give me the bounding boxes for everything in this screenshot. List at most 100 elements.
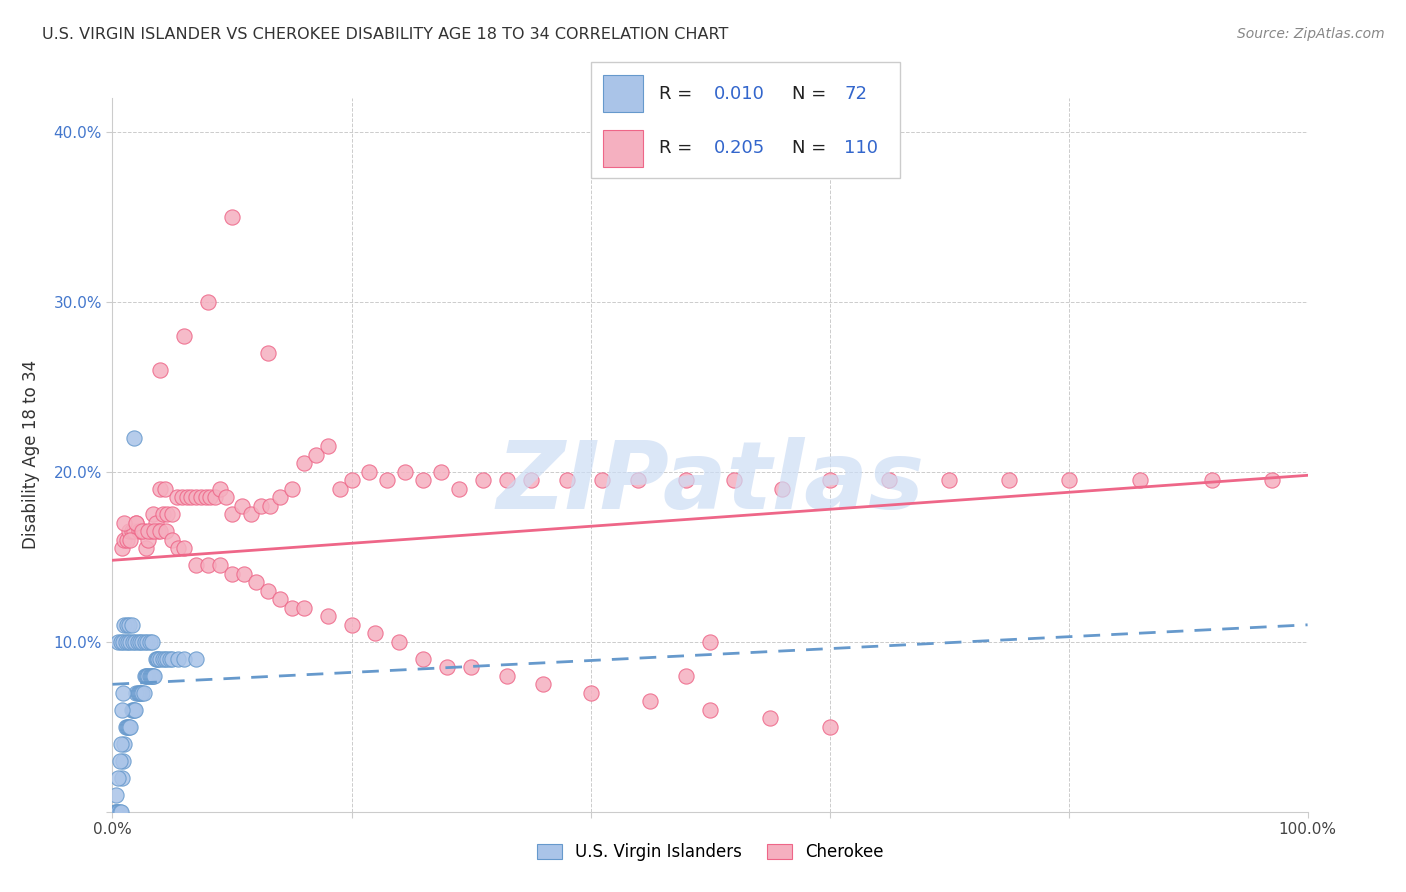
Point xyxy=(112,686,135,700)
Point xyxy=(121,617,143,632)
Point xyxy=(114,635,136,649)
FancyBboxPatch shape xyxy=(591,62,900,178)
Text: 110: 110 xyxy=(844,139,879,157)
Point xyxy=(132,524,155,539)
Point xyxy=(675,474,697,488)
Point xyxy=(281,600,304,615)
Point xyxy=(121,703,143,717)
Point xyxy=(114,516,135,530)
Point xyxy=(114,617,135,632)
Point xyxy=(194,491,217,505)
Point xyxy=(938,474,960,488)
Point xyxy=(146,524,169,539)
Point xyxy=(520,474,543,488)
Point xyxy=(156,508,179,522)
Point xyxy=(111,703,134,717)
Point xyxy=(127,635,149,649)
Text: R =: R = xyxy=(658,139,692,157)
Point xyxy=(110,737,132,751)
Point xyxy=(162,652,183,666)
Point xyxy=(138,669,160,683)
Point xyxy=(460,660,482,674)
Point xyxy=(135,669,157,683)
Point xyxy=(122,524,145,539)
Point xyxy=(166,491,188,505)
Point xyxy=(818,720,841,734)
Point xyxy=(114,720,136,734)
Point xyxy=(131,524,153,539)
Point xyxy=(998,474,1021,488)
Point xyxy=(104,805,127,819)
Point xyxy=(125,686,148,700)
Point xyxy=(447,482,470,496)
Text: R =: R = xyxy=(658,85,692,103)
Point xyxy=(1261,474,1284,488)
Point xyxy=(136,635,159,649)
Point xyxy=(221,210,243,224)
Point xyxy=(149,652,172,666)
Point xyxy=(139,669,162,683)
Point xyxy=(112,635,135,649)
Point xyxy=(770,482,793,496)
Point xyxy=(186,491,208,505)
Point xyxy=(120,720,142,734)
Point xyxy=(640,694,662,708)
Point xyxy=(132,686,155,700)
Point xyxy=(818,474,841,488)
Point xyxy=(675,669,697,683)
Point xyxy=(412,474,434,488)
Point xyxy=(121,703,143,717)
Point xyxy=(129,524,152,539)
Point xyxy=(156,652,179,666)
Point xyxy=(592,474,614,488)
Point xyxy=(112,754,135,768)
Point xyxy=(105,805,128,819)
Text: 0.205: 0.205 xyxy=(714,139,765,157)
Point xyxy=(117,635,139,649)
Point xyxy=(316,609,339,624)
Point xyxy=(149,482,172,496)
Point xyxy=(108,805,131,819)
Point xyxy=(141,635,163,649)
Point xyxy=(180,491,202,505)
Point xyxy=(699,635,721,649)
Point xyxy=(430,465,453,479)
Point xyxy=(162,533,183,547)
Point xyxy=(167,652,190,666)
Point xyxy=(412,652,434,666)
Point xyxy=(394,465,416,479)
Point xyxy=(120,533,142,547)
Point xyxy=(114,737,135,751)
Point xyxy=(129,635,152,649)
Point xyxy=(281,482,304,496)
Point xyxy=(200,491,222,505)
Point xyxy=(190,491,212,505)
Point xyxy=(152,508,174,522)
Point xyxy=(176,491,198,505)
Point xyxy=(269,592,291,607)
Point xyxy=(142,508,165,522)
Point xyxy=(134,635,156,649)
Point xyxy=(125,516,148,530)
Point xyxy=(340,474,363,488)
Point xyxy=(305,448,328,462)
Legend: U.S. Virgin Islanders, Cherokee: U.S. Virgin Islanders, Cherokee xyxy=(530,837,890,868)
Point xyxy=(110,635,132,649)
Point xyxy=(128,524,150,539)
Point xyxy=(1057,474,1080,488)
Point xyxy=(204,491,226,505)
Point xyxy=(124,635,146,649)
Point xyxy=(496,474,519,488)
Point xyxy=(879,474,901,488)
Point xyxy=(108,754,131,768)
Point xyxy=(125,516,148,530)
Point xyxy=(627,474,650,488)
Point xyxy=(257,346,280,360)
Point xyxy=(107,635,129,649)
Point xyxy=(118,617,141,632)
Point xyxy=(259,499,281,513)
Point xyxy=(110,805,132,819)
Point xyxy=(105,805,128,819)
Point xyxy=(436,660,458,674)
Point xyxy=(146,652,169,666)
